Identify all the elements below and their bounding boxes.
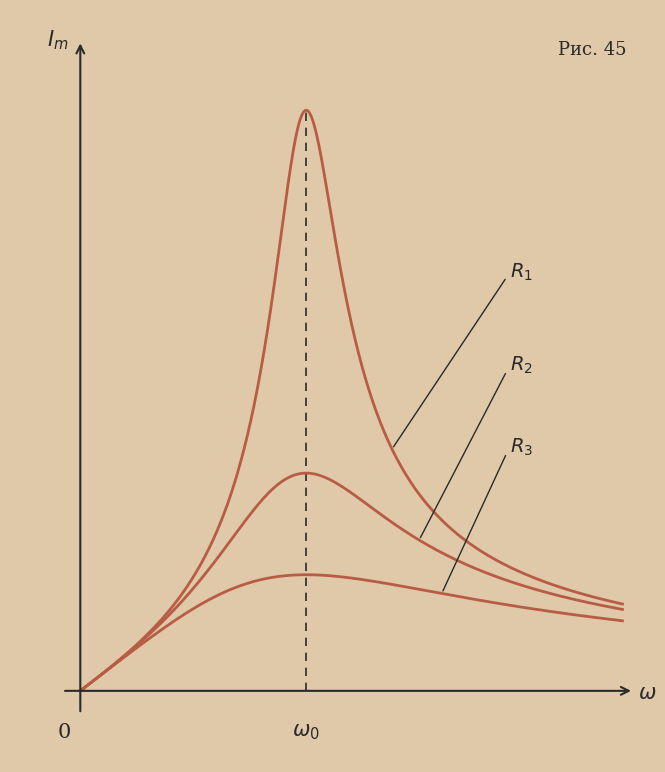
Text: $R_2$: $R_2$	[420, 355, 532, 537]
Text: $\omega_0$: $\omega_0$	[293, 723, 320, 743]
Text: $\omega$: $\omega$	[638, 684, 657, 703]
Text: $R_1$: $R_1$	[394, 262, 533, 447]
Text: $I_m$: $I_m$	[47, 29, 68, 52]
Text: $R_3$: $R_3$	[443, 436, 533, 591]
Text: Рис. 45: Рис. 45	[559, 41, 627, 59]
Text: 0: 0	[58, 723, 71, 742]
